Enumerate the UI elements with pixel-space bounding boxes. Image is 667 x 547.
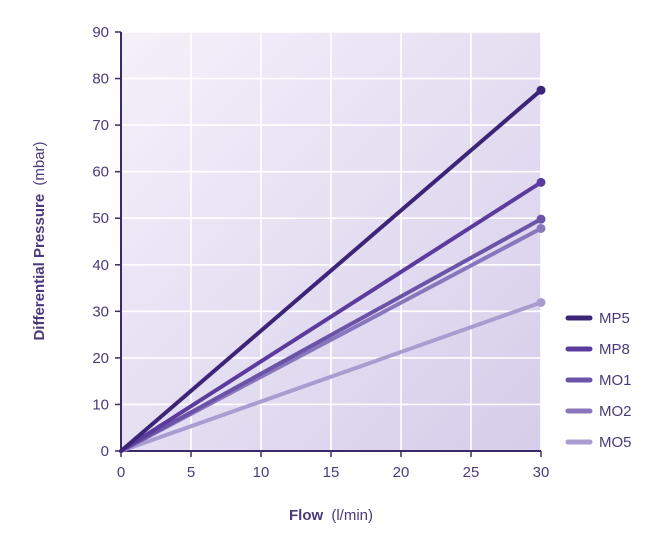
series-endpoint-mo2	[536, 223, 546, 233]
x-tick-label: 5	[187, 464, 195, 481]
y-tick-label: 30	[92, 303, 109, 320]
tick-labels: 0 5 10 15 20 25 30 0 10 20 30 40 50 60 70 80 90	[92, 24, 549, 481]
legend: MP5 MP8 MO1 MO2 MO5	[565, 310, 632, 451]
x-tick-label: 25	[463, 464, 480, 481]
legend-label-mo5: MO5	[599, 434, 632, 451]
y-tick-label: 80	[92, 71, 109, 88]
x-tick-label: 15	[323, 464, 340, 481]
axes	[115, 31, 542, 457]
x-tick-label: 20	[393, 464, 410, 481]
legend-label-mo1: MO1	[599, 372, 632, 389]
legend-label-mp8: MP8	[599, 341, 630, 358]
x-axis-title: Flow (l/min)	[289, 507, 373, 524]
series-line-mo5	[119, 300, 543, 453]
series-line-mo1	[119, 217, 543, 453]
series-endpoint-mo1	[536, 214, 546, 224]
series-line-mp8	[119, 180, 543, 453]
series-endpoint-mo5	[536, 297, 546, 307]
series-endpoint-mp5	[536, 85, 546, 95]
y-tick-label: 10	[92, 396, 109, 413]
y-tick-label: 40	[92, 257, 109, 274]
x-tick-label: 10	[253, 464, 270, 481]
y-tick-label: 90	[92, 24, 109, 41]
y-tick-label: 20	[92, 350, 109, 367]
y-tick-label: 0	[101, 443, 109, 460]
series-line-mp5	[119, 88, 543, 453]
y-tick-label: 70	[92, 117, 109, 134]
y-tick-label: 60	[92, 164, 109, 181]
x-tick-label: 0	[117, 464, 125, 481]
legend-label-mo2: MO2	[599, 403, 632, 420]
x-tick-label: 30	[533, 464, 550, 481]
y-tick-label: 50	[92, 210, 109, 227]
legend-label-mp5: MP5	[599, 310, 630, 327]
y-axis-title: Differential Pressure (mbar)	[31, 141, 48, 340]
series-endpoint-mp8	[536, 177, 546, 187]
series-lines	[119, 85, 546, 453]
